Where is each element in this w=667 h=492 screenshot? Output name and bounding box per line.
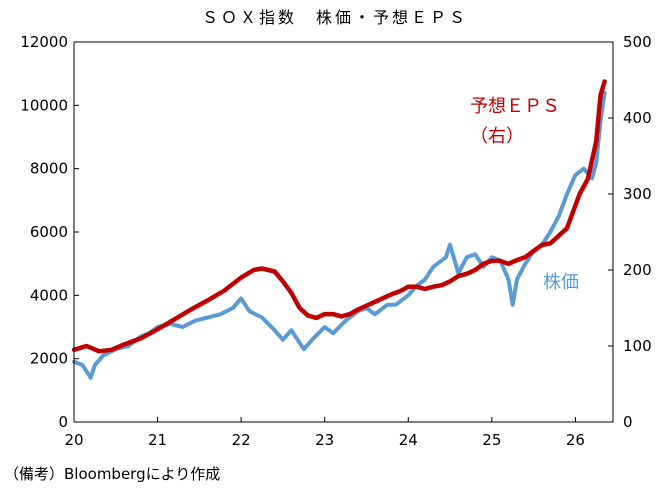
right-tick-label: 100 <box>623 337 652 355</box>
x-tick-label: 25 <box>482 431 501 449</box>
left-tick-label: 12000 <box>20 33 68 51</box>
series-labels: 予想ＥＰＳ （右） 株価 <box>470 96 579 293</box>
left-tick-label: 4000 <box>30 286 68 304</box>
left-tick-label: 6000 <box>30 223 68 241</box>
right-tick-label: 400 <box>623 109 652 127</box>
x-axis: 20 21 22 23 24 25 26 <box>64 417 585 449</box>
right-tick-label: 500 <box>623 33 652 51</box>
right-tick-label: 300 <box>623 185 652 203</box>
eps-series-line <box>71 79 607 354</box>
price-label: 株価 <box>543 272 579 293</box>
eps-label-axis-note: （右） <box>470 126 524 147</box>
series-layer <box>71 79 607 380</box>
left-tick-label: 8000 <box>30 160 68 178</box>
x-tick-label: 22 <box>232 431 251 449</box>
x-tick-label: 20 <box>64 431 83 449</box>
x-tick-label: 24 <box>399 431 418 449</box>
left-tick-label: 0 <box>58 413 68 431</box>
plot-frame <box>73 41 614 423</box>
x-tick-label: 23 <box>315 431 334 449</box>
x-tick-label: 21 <box>148 431 167 449</box>
right-tick-label: 200 <box>623 261 652 279</box>
footnote: （備考）Bloombergにより作成 <box>4 465 221 483</box>
left-tick-label: 2000 <box>30 350 68 368</box>
price-series-line <box>72 90 607 380</box>
left-axis: 0 2000 4000 6000 8000 10000 12000 <box>20 33 79 431</box>
right-axis: 0 100 200 300 400 500 <box>608 33 652 431</box>
x-tick-label: 26 <box>566 431 585 449</box>
right-tick-label: 0 <box>623 413 633 431</box>
eps-label: 予想ＥＰＳ <box>470 96 560 117</box>
left-tick-label: 10000 <box>20 96 68 114</box>
chart-title: ＳＯＸ指数 株価・予想ＥＰＳ <box>202 8 468 27</box>
